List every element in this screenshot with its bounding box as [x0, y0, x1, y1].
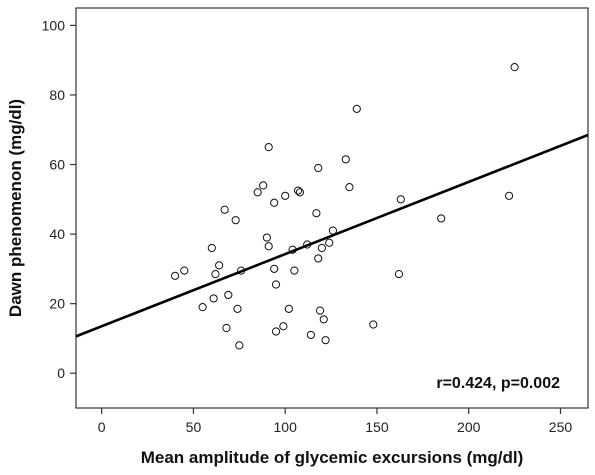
data-point — [352, 104, 361, 113]
data-point — [271, 327, 281, 336]
data-point — [369, 320, 378, 329]
y-axis-title: Dawn phenomenon (mg/dl) — [6, 99, 25, 317]
x-tick-label: 150 — [365, 419, 389, 435]
data-point — [253, 188, 262, 197]
data-point — [222, 323, 231, 333]
data-point — [319, 315, 328, 324]
data-point — [259, 181, 268, 190]
data-point — [211, 269, 220, 279]
data-point — [293, 186, 303, 195]
data-point — [271, 280, 281, 289]
data-point — [209, 294, 218, 303]
y-tick-label: 100 — [42, 17, 66, 33]
data-point — [314, 254, 323, 263]
x-axis: 0 50 100 150 200 250 — [98, 408, 573, 435]
data-points — [170, 63, 519, 350]
data-point — [170, 271, 180, 280]
data-point — [270, 198, 279, 207]
x-axis-title: Mean amplitude of glycemic excursions (m… — [141, 448, 524, 467]
data-point — [314, 163, 323, 173]
data-point — [207, 243, 216, 253]
data-point — [180, 266, 189, 275]
y-tick-label: 40 — [49, 226, 65, 242]
x-tick-label: 200 — [457, 419, 481, 435]
data-point — [284, 304, 293, 313]
data-point — [295, 188, 304, 197]
y-tick-label: 0 — [57, 365, 65, 381]
data-point — [264, 242, 273, 251]
data-point — [290, 266, 299, 275]
y-tick-label: 60 — [49, 157, 65, 173]
data-point — [510, 63, 519, 72]
data-point — [220, 205, 229, 214]
y-tick-label: 80 — [49, 87, 65, 103]
data-point — [437, 214, 446, 223]
data-point — [317, 243, 327, 253]
data-point — [279, 322, 288, 331]
data-point — [281, 191, 290, 200]
data-point — [198, 303, 207, 312]
x-tick-label: 250 — [549, 419, 573, 435]
data-point — [264, 143, 273, 152]
y-axis: 0 20 40 60 80 100 — [42, 17, 76, 381]
data-point — [315, 306, 325, 315]
data-point — [341, 155, 350, 164]
data-point — [345, 183, 354, 192]
x-tick-label: 0 — [98, 419, 106, 435]
x-tick-label: 50 — [186, 419, 202, 435]
data-point — [325, 238, 334, 247]
data-point — [262, 233, 271, 242]
data-point — [224, 290, 233, 300]
data-point — [233, 304, 242, 313]
data-point — [215, 261, 224, 270]
data-point — [306, 330, 315, 340]
data-point — [270, 264, 279, 273]
data-point — [312, 209, 321, 218]
correlation-annotation: r=0.424, p=0.002 — [436, 375, 560, 392]
data-point — [235, 341, 244, 350]
data-point — [394, 269, 404, 279]
x-tick-label: 100 — [274, 419, 298, 435]
y-tick-label: 20 — [49, 296, 65, 312]
data-point — [231, 216, 240, 225]
data-point — [321, 336, 330, 345]
data-point — [396, 195, 405, 204]
regression-line — [75, 133, 589, 338]
data-point — [504, 191, 514, 200]
plot-frame — [75, 7, 589, 409]
